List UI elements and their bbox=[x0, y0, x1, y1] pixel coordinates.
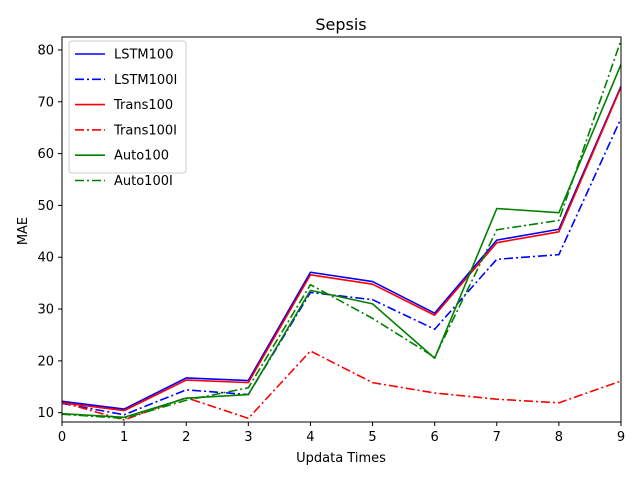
y-tick-label: 50 bbox=[37, 199, 54, 214]
x-tick-label: 5 bbox=[368, 430, 376, 445]
plot-frame bbox=[61, 36, 622, 423]
x-tick-label: 9 bbox=[617, 430, 625, 445]
y-tick-label: 10 bbox=[37, 406, 54, 421]
x-tick-label: 0 bbox=[58, 430, 66, 445]
plot-area bbox=[62, 39, 621, 421]
legend-label-trans100i: Trans100I bbox=[113, 123, 177, 138]
x-tick-label: 6 bbox=[431, 430, 439, 445]
chart-title: Sepsis bbox=[315, 15, 366, 34]
x-tick-label: 1 bbox=[120, 430, 128, 445]
y-tick-label: 20 bbox=[37, 354, 54, 369]
x-tick-label: 2 bbox=[182, 430, 190, 445]
legend-label-auto100i: Auto100I bbox=[114, 174, 173, 189]
y-axis-title: MAE bbox=[16, 217, 31, 245]
series-line-trans100 bbox=[62, 86, 621, 412]
axes: 0 1 2 3 4 5 6 7 8 9 10 20 30 40 50 60 70 80 bbox=[37, 36, 625, 445]
series-line-trans100i bbox=[62, 350, 621, 421]
y-tick-label: 60 bbox=[37, 147, 54, 162]
x-tick-label: 8 bbox=[555, 430, 563, 445]
y-tick-label: 80 bbox=[37, 43, 54, 58]
series-line-lstm100 bbox=[62, 85, 621, 410]
series-line-lstm100i bbox=[62, 118, 621, 416]
x-tick-label: 4 bbox=[306, 430, 314, 445]
y-tick-label: 40 bbox=[37, 251, 54, 266]
series-line-auto100i bbox=[62, 39, 621, 420]
legend-label-trans100: Trans100 bbox=[113, 98, 173, 113]
legend: LSTM100 LSTM100I Trans100 Trans100I Auto100 A… bbox=[68, 40, 187, 189]
legend-box bbox=[68, 40, 187, 174]
x-tick-label: 7 bbox=[493, 430, 501, 445]
y-tick-label: 30 bbox=[37, 303, 54, 318]
x-tick-label: 3 bbox=[244, 430, 252, 445]
legend-label-lstm100i: LSTM100I bbox=[114, 73, 177, 88]
y-tick-label: 70 bbox=[37, 95, 54, 110]
series-line-auto100 bbox=[62, 64, 621, 419]
legend-label-auto100: Auto100 bbox=[114, 149, 169, 164]
legend-label-lstm100: LSTM100 bbox=[114, 48, 173, 63]
x-axis-title: Updata Times bbox=[296, 451, 386, 466]
